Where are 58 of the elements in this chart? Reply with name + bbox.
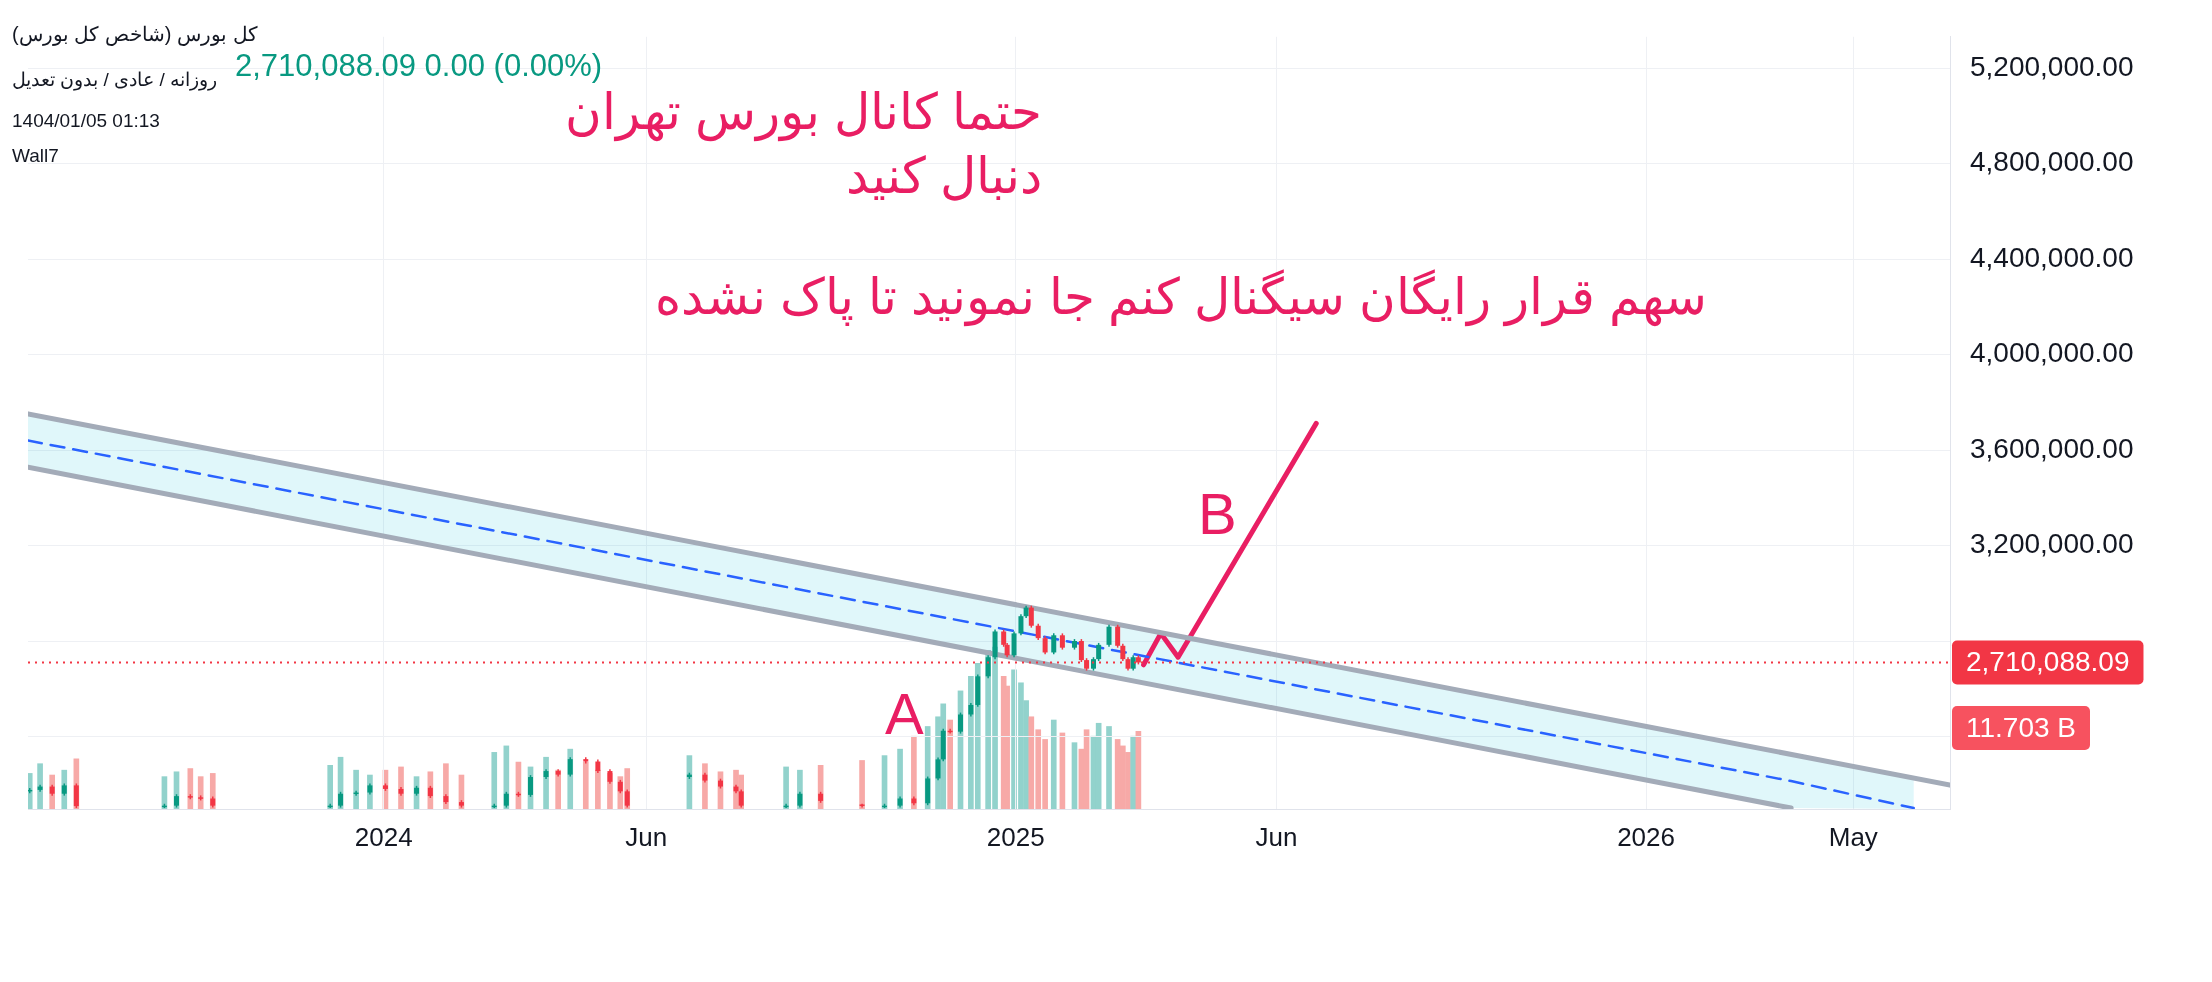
y-tick-label: 4,400,000.00	[1970, 241, 2134, 273]
annotation: 1404/01/05 01:13	[12, 110, 160, 132]
bar	[1130, 735, 1137, 809]
annotation: سهم قرار رایگان سیگنال کنم جا نمونید تا پاک نشده	[654, 268, 1707, 326]
candlestick	[1011, 630, 1017, 658]
ref-line-label: 2,710,088.09	[1966, 646, 2130, 678]
candlestick	[1096, 642, 1102, 662]
text: 11.703 B	[1952, 706, 2091, 750]
bar	[911, 735, 917, 809]
bar	[327, 764, 334, 809]
candlestick	[1018, 613, 1024, 637]
bar	[543, 756, 549, 809]
y-tick-label: 4,000,000.00	[1970, 337, 2134, 369]
x-tick-label: May	[1828, 821, 1878, 852]
bar	[491, 752, 498, 809]
candlestick	[1028, 604, 1034, 629]
x-tick-label: Jun	[1255, 821, 1298, 852]
bar	[37, 763, 43, 809]
y-tick-label: 4,800,000.00	[1970, 146, 2134, 178]
bar	[897, 748, 903, 809]
bar	[1106, 726, 1112, 809]
bar	[353, 769, 359, 809]
x-tick-label: 2026	[1617, 821, 1675, 852]
bar	[702, 763, 708, 809]
x-tick-label: 2024	[354, 821, 413, 852]
candlestick	[1051, 632, 1057, 656]
bar	[1050, 719, 1057, 809]
bar	[28, 773, 33, 809]
bar	[595, 769, 601, 809]
bar	[582, 761, 589, 809]
annotation: 2,710,088.09 0.00 (0.00%)	[235, 48, 603, 84]
candlestick	[1042, 635, 1048, 656]
annotation: A	[885, 680, 924, 747]
candlestick	[958, 711, 964, 735]
bar	[398, 766, 404, 809]
bar	[187, 768, 194, 809]
annotation: B	[1198, 480, 1237, 547]
candlestick	[1115, 624, 1121, 649]
candlestick	[1106, 624, 1112, 648]
annotation: حتما کانال بورس تهران دنبال کنید	[565, 84, 1042, 204]
bar	[515, 761, 522, 809]
chart-title: کل بورس (شاخص کل بورس)	[12, 22, 258, 46]
bar	[197, 776, 204, 809]
bar	[859, 760, 865, 809]
bar	[161, 776, 168, 809]
bar	[947, 719, 953, 809]
bar	[443, 763, 449, 809]
bar	[783, 766, 789, 809]
x-tick-label: 2025	[986, 821, 1045, 852]
bar	[881, 755, 888, 809]
y-tick-label: 3,600,000.00	[1970, 432, 2134, 464]
annotation: Wall7	[12, 145, 59, 167]
bar	[209, 773, 216, 809]
text: روزانه / عادی / بدون تعدیل	[12, 68, 217, 91]
y-tick-label: 3,200,000.00	[1970, 528, 2134, 560]
x-tick-label: Jun	[625, 821, 668, 852]
y-tick-label: 5,200,000.00	[1970, 51, 2134, 83]
bar	[555, 769, 561, 809]
